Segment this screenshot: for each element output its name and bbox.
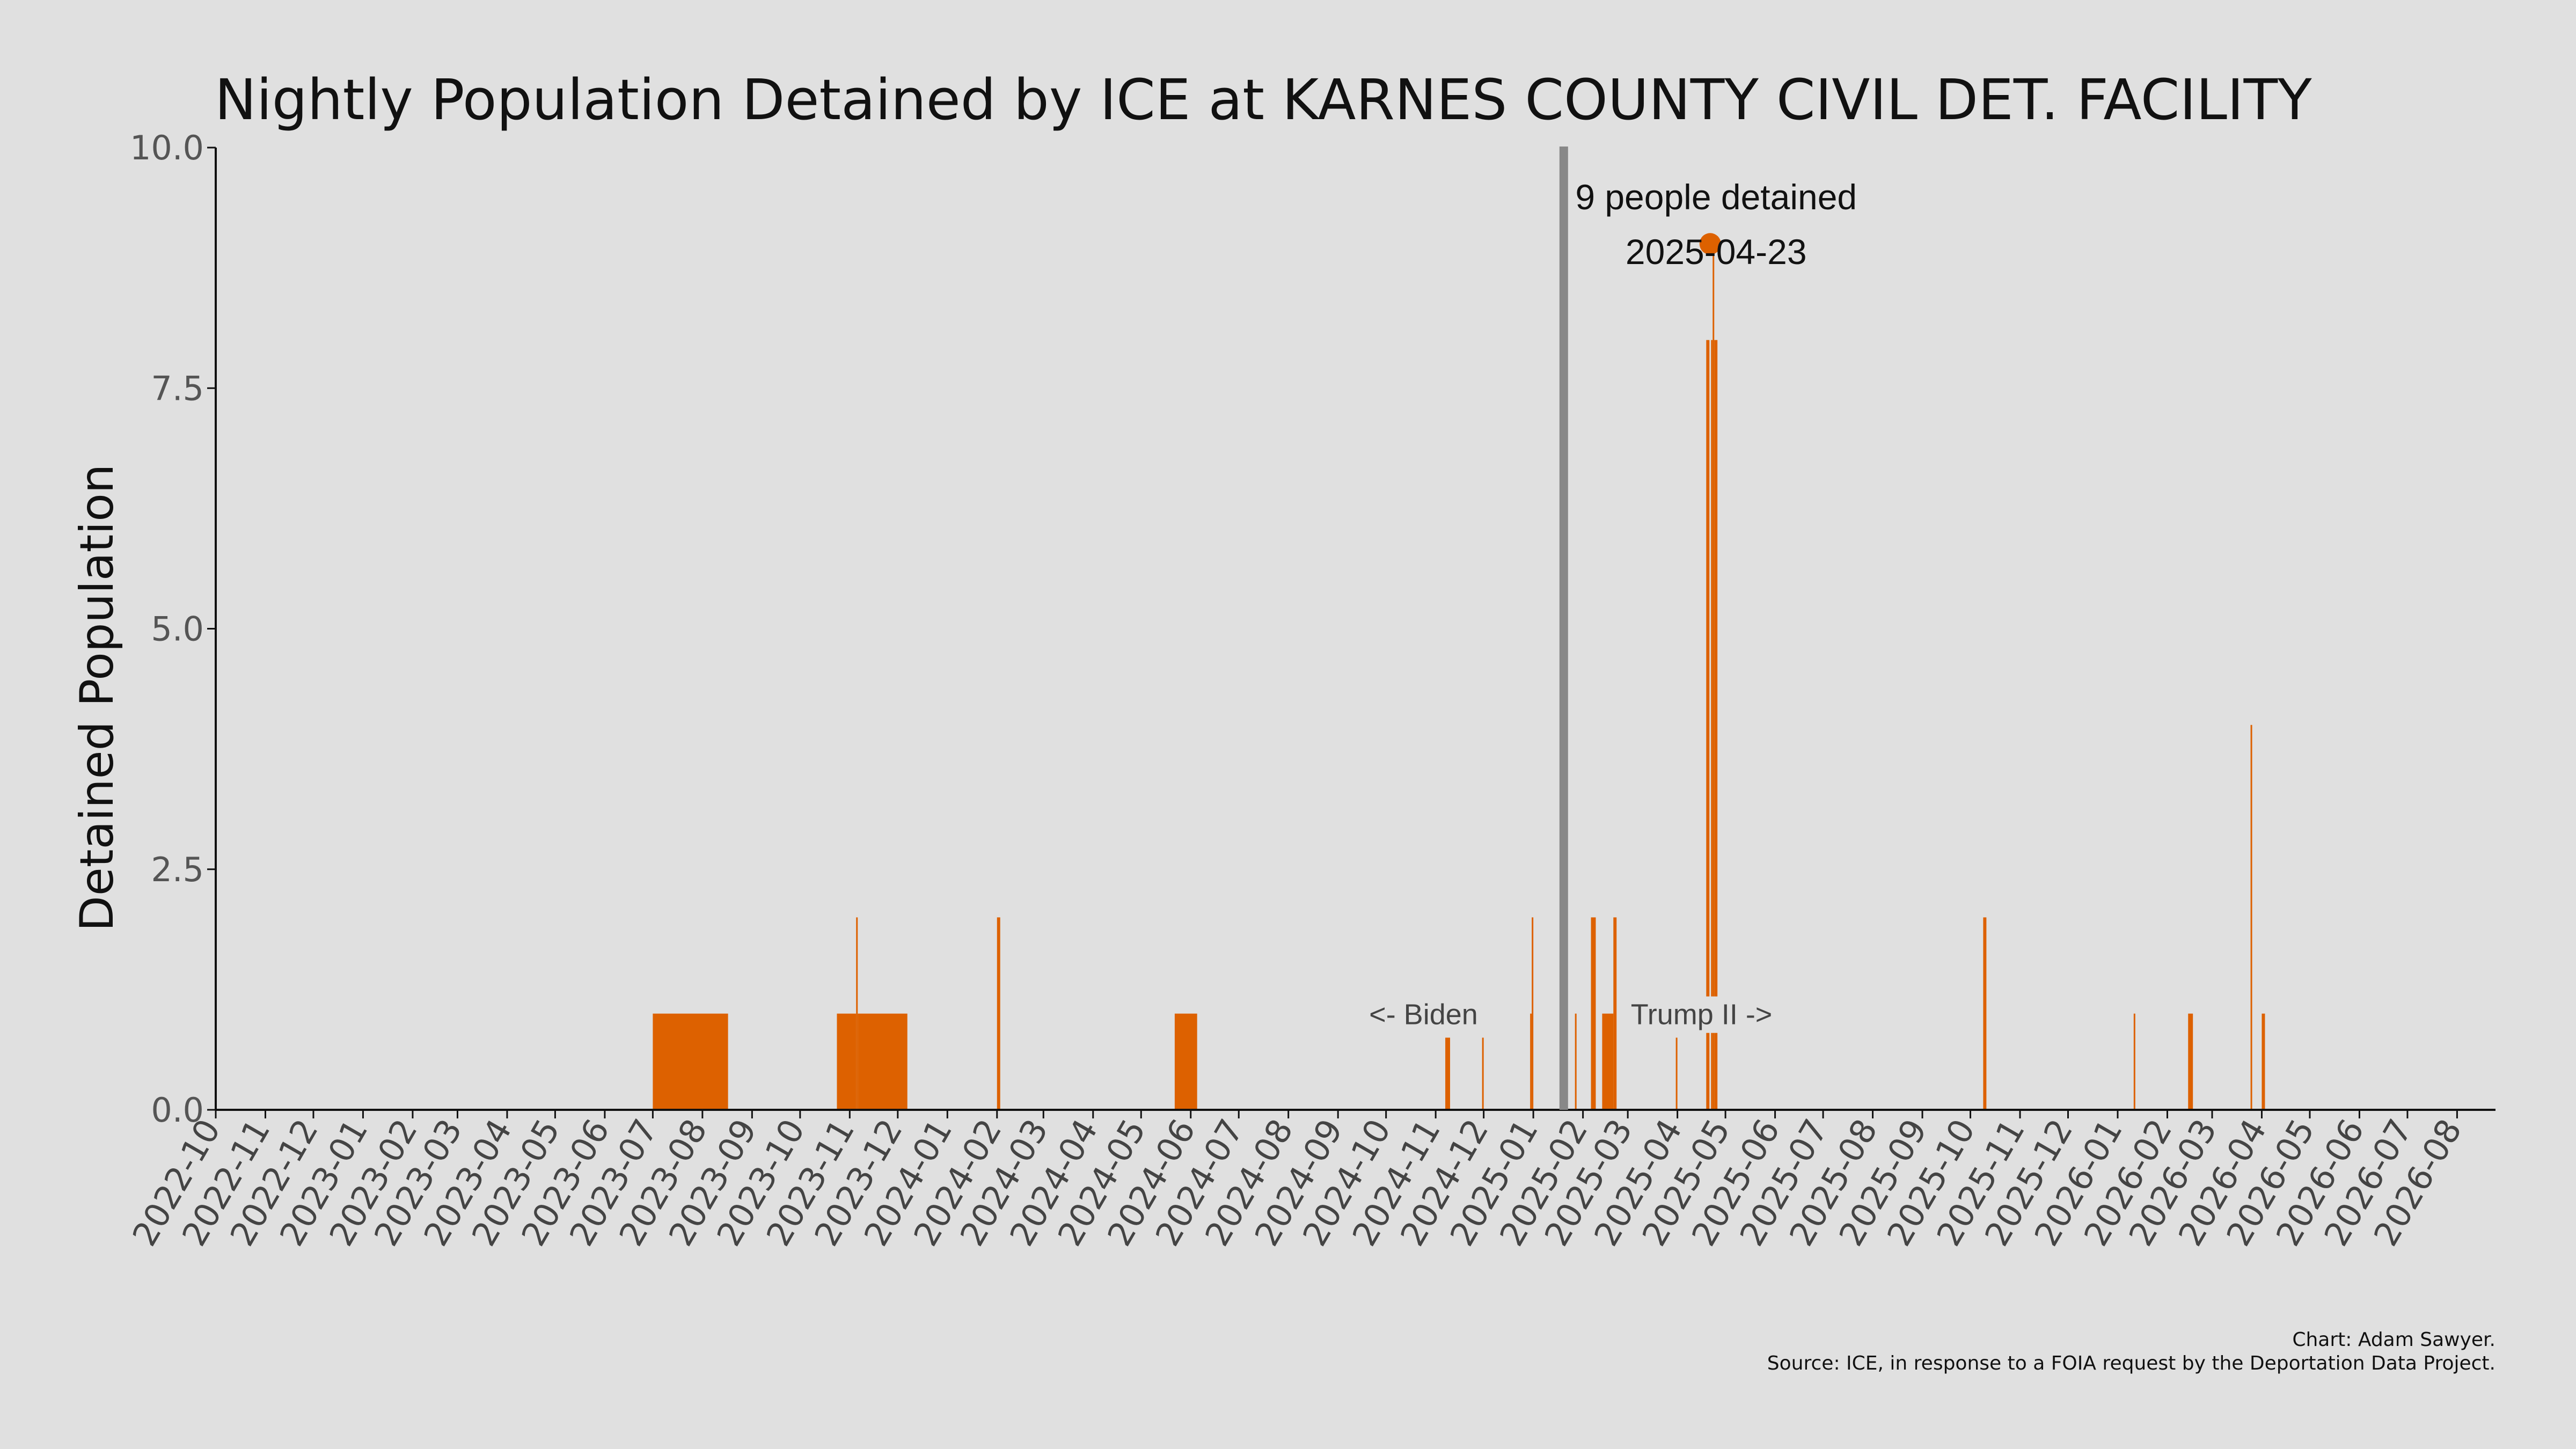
bar [1675, 1037, 1678, 1110]
bar [837, 1013, 857, 1110]
y-tick-label: 5.0 [151, 610, 204, 649]
bar [1591, 917, 1596, 1110]
trump-label-background [1626, 996, 1777, 1033]
peak-annotation-count: 9 people detained [1575, 177, 1857, 217]
trump-era-label: Trump II -> [1631, 999, 1773, 1031]
bar [1174, 1013, 1197, 1110]
bar [2188, 1013, 2193, 1110]
bar [1613, 917, 1617, 1110]
bar [1445, 1037, 1451, 1110]
bar [2250, 724, 2252, 1110]
biden-label-background [1365, 996, 1482, 1033]
bar [1482, 1037, 1484, 1110]
y-tick-label: 2.5 [151, 850, 204, 889]
y-axis: 0.0 2.5 5.0 7.5 10.0 [130, 128, 216, 1130]
peak-annotation-date: 2025-04-23 [1626, 232, 1807, 272]
bar [997, 917, 1000, 1110]
chart-title: Nightly Population Detained by ICE at KA… [215, 67, 2312, 133]
bar [1711, 340, 1713, 1110]
bar [1532, 917, 1534, 1110]
y-tick-label: 0.0 [151, 1091, 204, 1130]
bar [1714, 340, 1718, 1110]
bars [653, 244, 2265, 1110]
bar [1575, 1013, 1577, 1110]
chart-credit: Chart: Adam Sawyer. [2292, 1329, 2496, 1351]
peak-marker [1699, 233, 1721, 255]
bar [856, 917, 858, 1110]
biden-era-label: <- Biden [1369, 999, 1478, 1031]
bar [1530, 1013, 1532, 1110]
y-tick-label: 7.5 [151, 369, 204, 408]
y-tick-label: 10.0 [130, 128, 204, 167]
y-axis-label: Detained Population [70, 464, 124, 932]
bar [1602, 1013, 1614, 1110]
bar [2133, 1013, 2135, 1110]
chart-source: Source: ICE, in response to a FOIA reque… [1767, 1352, 2496, 1374]
bar [1706, 340, 1710, 1110]
x-axis: 2022-102022-112022-122023-012023-022023-… [125, 1110, 2469, 1253]
bar [1983, 917, 1987, 1110]
bar [653, 1013, 728, 1110]
bar [2262, 1013, 2265, 1110]
bar [858, 1013, 908, 1110]
bar [1713, 244, 1715, 1110]
